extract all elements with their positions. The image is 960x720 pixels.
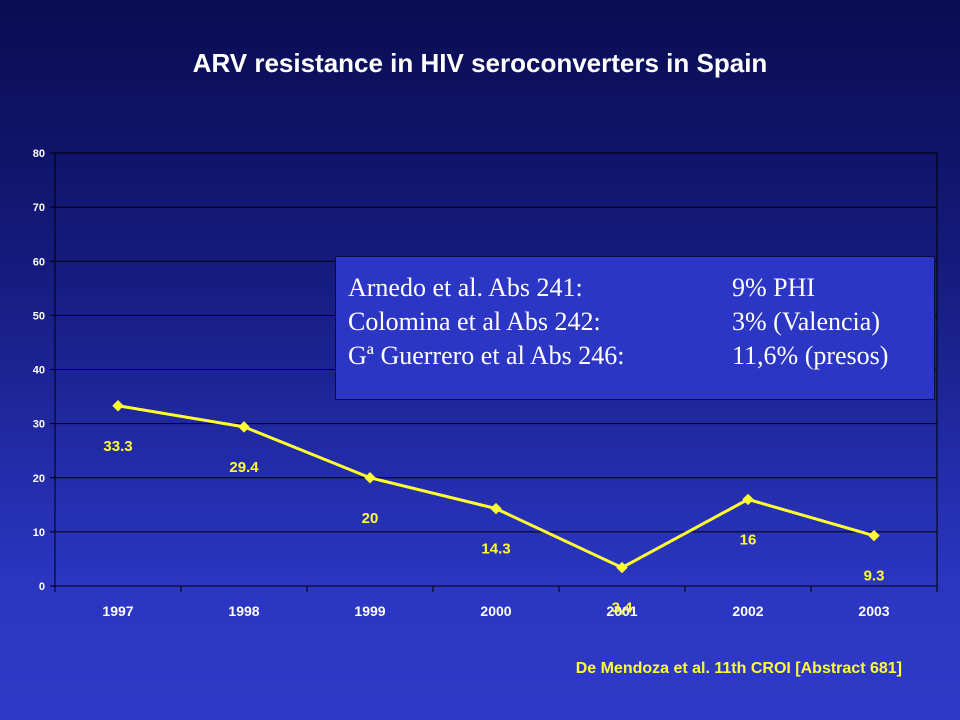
annotation-row-guerrero: Gª Guerrero et al Abs 246: 11,6% (presos…	[348, 339, 934, 373]
chart-title: ARV resistance in HIV seroconverters in …	[192, 48, 768, 78]
data-point	[112, 400, 124, 412]
data-point	[742, 493, 754, 506]
y-tick-label: 20	[33, 473, 45, 485]
x-axis-ticks: 1997 1998 1999 2000 2001 2002 2003	[102, 603, 889, 619]
annotation-value: 11,6% (presos)	[732, 341, 889, 370]
x-tick-label: 2002	[732, 603, 763, 619]
axes	[50, 152, 938, 592]
data-point	[868, 529, 880, 542]
x-tick-label: 1997	[102, 603, 133, 619]
data-label: 33.3	[103, 438, 132, 455]
x-tick-label: 2003	[858, 603, 889, 619]
x-tick-label: 1998	[228, 603, 259, 619]
annotation-value: 3% (Valencia)	[732, 307, 880, 336]
source-citation: De Mendoza et al. 11th CROI [Abstract 68…	[575, 660, 902, 677]
data-point	[238, 421, 250, 433]
annotation-box: Arnedo et al. Abs 241: 9% PHI Colomina e…	[335, 256, 935, 400]
data-label: 20	[362, 510, 379, 527]
y-tick-label: 60	[33, 256, 45, 268]
annotation-value: 9% PHI	[732, 273, 816, 302]
x-tick-label: 2001	[606, 603, 637, 619]
y-tick-label: 40	[33, 365, 45, 377]
annotation-study: Arnedo et al. Abs 241:	[348, 273, 583, 302]
data-labels: 33.3 29.4 20 14.3 3,4 16 9.3	[103, 438, 884, 617]
data-label: 16	[740, 531, 757, 548]
y-axis-ticks: 0 10 20 30 40 50 60 70 80	[33, 148, 45, 593]
y-tick-label: 10	[33, 527, 45, 539]
data-point	[490, 502, 502, 515]
x-tick-label: 1999	[354, 603, 385, 619]
annotation-study: Gª Guerrero et al Abs 246:	[348, 341, 625, 370]
series	[112, 400, 880, 574]
y-tick-label: 50	[33, 310, 45, 322]
y-tick-label: 70	[33, 202, 45, 214]
annotation-row-colomina: Colomina et al Abs 242: 3% (Valencia)	[348, 305, 934, 339]
annotation-row-arnedo: Arnedo et al. Abs 241: 9% PHI	[348, 271, 934, 305]
x-tick-label: 2000	[480, 603, 511, 619]
data-label: 14.3	[481, 541, 510, 558]
y-tick-label: 0	[39, 581, 45, 593]
y-tick-label: 30	[33, 419, 45, 431]
y-tick-label: 80	[33, 148, 45, 160]
data-label: 3,4	[612, 600, 634, 617]
data-point	[616, 561, 628, 574]
annotation-study: Colomina et al Abs 242:	[348, 307, 601, 336]
data-point	[364, 472, 376, 484]
data-label: 9.3	[864, 568, 885, 585]
data-label: 29.4	[229, 459, 259, 476]
